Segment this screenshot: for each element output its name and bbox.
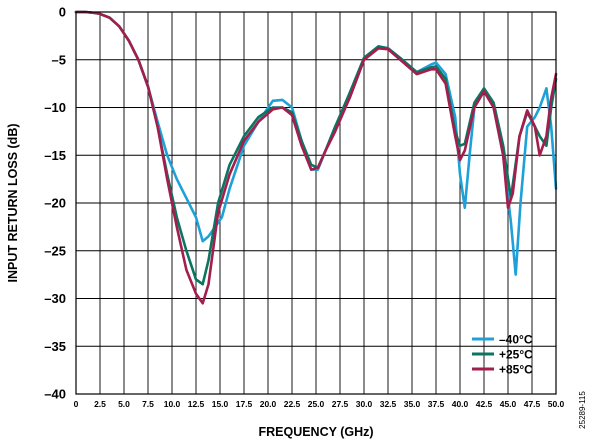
x-tick-label: 32.5 xyxy=(380,399,397,409)
y-tick-labels: 0 –5 –10 –15 –20 –25 –30 –35 –40 xyxy=(44,5,66,402)
series-line-3 xyxy=(74,10,558,305)
y-tick-label: –40 xyxy=(44,387,66,402)
y-tick-label: –20 xyxy=(44,196,66,211)
x-tick-label: 15.0 xyxy=(212,399,229,409)
x-tick-label: 12.5 xyxy=(188,399,205,409)
x-axis-label: FREQUENCY (GHz) xyxy=(258,425,373,439)
x-tick-label: 27.5 xyxy=(332,399,349,409)
x-tick-label: 50.0 xyxy=(548,399,565,409)
legend-label: +25°C xyxy=(499,348,533,362)
x-tick-label: 45.0 xyxy=(500,399,517,409)
plot-grid xyxy=(76,12,556,394)
x-tick-label: 10.0 xyxy=(164,399,181,409)
x-tick-label: 7.5 xyxy=(142,399,154,409)
x-tick-label: 40.0 xyxy=(452,399,469,409)
x-tick-label: 47.5 xyxy=(524,399,541,409)
y-tick-label: –10 xyxy=(44,100,66,115)
x-tick-labels: 0 2.5 5.0 7.5 10.0 12.5 15.0 17.5 20.0 22.5 25.0 27… xyxy=(74,399,565,409)
x-tick-label: 0 xyxy=(74,399,79,409)
legend-label: –40°C xyxy=(499,333,533,347)
y-tick-label: –30 xyxy=(44,291,66,306)
y-tick-label: –15 xyxy=(44,148,66,163)
x-tick-label: 22.5 xyxy=(284,399,301,409)
plot-frame xyxy=(75,11,557,395)
series-layer xyxy=(74,10,558,305)
legend-label: +85°C xyxy=(499,363,533,377)
x-tick-label: 5.0 xyxy=(118,399,130,409)
legend: –40°C+25°C+85°C xyxy=(472,333,533,377)
x-tick-label: 25.0 xyxy=(308,399,325,409)
x-tick-label: 20.0 xyxy=(260,399,277,409)
y-tick-label: –25 xyxy=(44,243,66,258)
figure-id: 25289-115 xyxy=(578,391,587,429)
x-tick-label: 17.5 xyxy=(236,399,253,409)
y-axis-label: INPUT RETURN LOSS (dB) xyxy=(6,123,20,282)
y-tick-label: 0 xyxy=(59,5,66,20)
y-tick-label: –35 xyxy=(44,339,66,354)
x-tick-label: 2.5 xyxy=(94,399,106,409)
x-tick-label: 35.0 xyxy=(404,399,421,409)
x-tick-label: 42.5 xyxy=(476,399,493,409)
y-tick-label: –5 xyxy=(52,52,66,67)
x-tick-label: 37.5 xyxy=(428,399,445,409)
x-tick-label: 30.0 xyxy=(356,399,373,409)
